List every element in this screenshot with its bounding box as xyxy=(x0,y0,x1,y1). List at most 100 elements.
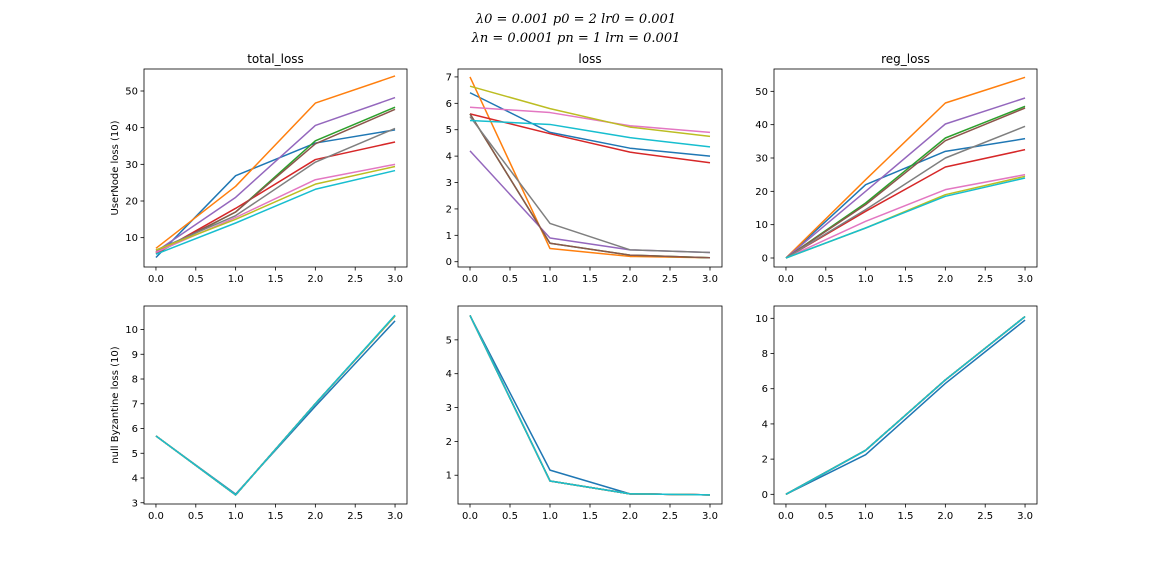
series-line-4 xyxy=(155,141,396,255)
x-tick-label: 0.5 xyxy=(818,511,834,522)
y-tick-label: 2 xyxy=(446,437,452,448)
series-line-6 xyxy=(785,107,1026,259)
series-line-3 xyxy=(785,315,1026,495)
series-line-8 xyxy=(469,116,711,254)
x-tick-label: 0.0 xyxy=(778,511,794,522)
y-tick-label: 7 xyxy=(132,399,138,410)
axes-frame xyxy=(773,305,1038,505)
y-tick-label: 2 xyxy=(762,455,768,466)
y-tick-label: 10 xyxy=(125,325,138,336)
y-tick-label: 40 xyxy=(125,123,138,134)
y-tick-label: 5 xyxy=(132,449,138,460)
series-line-9 xyxy=(785,315,1026,495)
x-tick-label: 1.0 xyxy=(858,274,874,285)
y-tick-label: 1 xyxy=(446,471,452,482)
x-tick-label: 1.0 xyxy=(858,511,874,522)
series-line-9 xyxy=(155,165,396,251)
y-tick-label: 6 xyxy=(762,384,768,395)
series-line-2 xyxy=(469,76,711,259)
series-line-1 xyxy=(155,320,396,495)
series-line-6 xyxy=(469,113,711,259)
series-line-1 xyxy=(785,319,1026,495)
series-line-8 xyxy=(469,315,711,496)
x-tick-label: 1.5 xyxy=(268,274,284,285)
x-tick-label: 0.0 xyxy=(148,511,164,522)
series-line-8 xyxy=(155,315,396,496)
series-line-6 xyxy=(785,315,1026,495)
series-line-10 xyxy=(155,169,396,255)
x-tick-label: 0.0 xyxy=(778,274,794,285)
subplot-6: 0.0 0.5 1.0 1.5 2.0 2.5 3.0 0 2 4 6 8 10 xyxy=(755,305,1038,522)
y-tick-label: 3 xyxy=(446,403,452,414)
y-tick-label: 0 xyxy=(446,257,452,268)
x-tick-label: 1.0 xyxy=(542,274,558,285)
x-tick-label: 3.0 xyxy=(702,274,718,285)
x-tick-label: 2.0 xyxy=(937,274,953,285)
series-line-2 xyxy=(155,75,396,249)
series-line-10 xyxy=(785,315,1026,495)
y-tick-label: 8 xyxy=(762,349,768,360)
x-tick-label: 1.0 xyxy=(228,511,244,522)
y-tick-label: 5 xyxy=(446,125,452,136)
x-tick-label: 0.5 xyxy=(188,274,204,285)
series-line-9 xyxy=(469,315,711,496)
y-tick-label: 6 xyxy=(446,99,452,110)
x-tick-label: 0.0 xyxy=(462,511,478,522)
series-line-10 xyxy=(155,314,396,496)
x-tick-label: 0.5 xyxy=(188,511,204,522)
x-tick-label: 1.5 xyxy=(898,511,914,522)
x-tick-label: 3.0 xyxy=(387,511,403,522)
series-line-1 xyxy=(469,315,711,496)
series-line-3 xyxy=(469,315,711,496)
series-line-9 xyxy=(469,85,711,138)
x-tick-label: 0.0 xyxy=(462,274,478,285)
y-tick-label: 40 xyxy=(755,120,768,131)
figure-suptitle-line-2: λn = 0.0001 pn = 1 lrn = 0.001 xyxy=(471,31,681,46)
x-tick-label: 1.5 xyxy=(268,511,284,522)
series-line-10 xyxy=(785,177,1026,259)
x-tick-label: 2.5 xyxy=(662,274,678,285)
series-line-6 xyxy=(155,315,396,496)
y-tick-label: 7 xyxy=(446,72,452,83)
x-tick-label: 0.5 xyxy=(502,511,518,522)
y-tick-label: 8 xyxy=(132,375,138,386)
series-line-4 xyxy=(785,315,1026,495)
x-tick-label: 3.0 xyxy=(702,511,718,522)
series-line-2 xyxy=(155,315,396,496)
series-line-1 xyxy=(155,129,396,258)
x-tick-label: 2.0 xyxy=(622,511,638,522)
series-line-5 xyxy=(155,96,396,253)
y-tick-label: 20 xyxy=(125,197,138,208)
y-tick-label: 9 xyxy=(132,350,138,361)
series-line-4 xyxy=(155,315,396,496)
series-line-7 xyxy=(469,106,711,134)
subplot-title: total_loss xyxy=(247,52,304,66)
x-tick-label: 2.0 xyxy=(307,511,323,522)
x-tick-label: 1.5 xyxy=(582,274,598,285)
y-tick-label: 2 xyxy=(446,204,452,215)
x-tick-label: 2.0 xyxy=(937,511,953,522)
series-line-9 xyxy=(155,315,396,496)
subplot-4: 0.0 0.5 1.0 1.5 2.0 2.5 3.0 3 4 5 6 7 8 9 10 null Byzan… xyxy=(110,305,408,522)
x-tick-label: 0.0 xyxy=(148,274,164,285)
y-tick-label: 4 xyxy=(762,419,768,430)
y-tick-label: 50 xyxy=(755,87,768,98)
y-tick-label: 50 xyxy=(125,87,138,98)
series-line-8 xyxy=(785,315,1026,495)
series-line-4 xyxy=(469,113,711,164)
subplot-5: 0.0 0.5 1.0 1.5 2.0 2.5 3.0 1 2 3 4 5 xyxy=(446,305,723,522)
series-line-5 xyxy=(785,97,1026,259)
x-tick-label: 2.5 xyxy=(347,274,363,285)
x-tick-label: 3.0 xyxy=(387,274,403,285)
subplot-title: reg_loss xyxy=(881,52,930,66)
x-tick-label: 2.5 xyxy=(977,511,993,522)
x-tick-label: 2.5 xyxy=(662,511,678,522)
series-line-3 xyxy=(155,315,396,496)
y-tick-label: 30 xyxy=(755,154,768,165)
x-tick-label: 1.5 xyxy=(582,511,598,522)
y-tick-label: 3 xyxy=(446,178,452,189)
series-line-7 xyxy=(785,315,1026,495)
x-tick-label: 0.5 xyxy=(502,274,518,285)
series-line-10 xyxy=(469,315,711,496)
